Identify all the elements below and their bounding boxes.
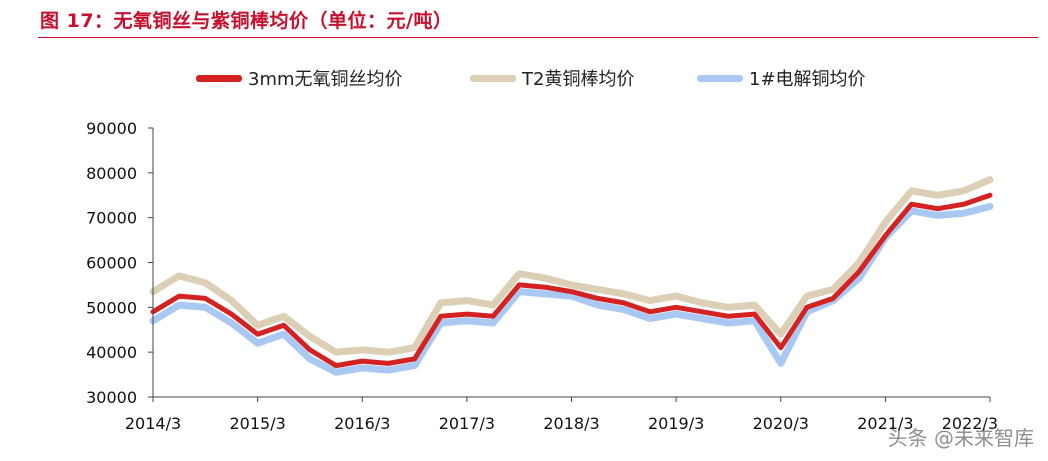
x-tick-label: 2020/3 — [753, 414, 809, 433]
y-tick-label: 60000 — [86, 254, 137, 273]
series-line-brass — [149, 176, 994, 356]
legend-label-wire: 3mm无氧铜丝均价 — [248, 69, 403, 90]
y-tick-label: 30000 — [86, 388, 137, 407]
title-underline — [38, 37, 1038, 38]
legend-swatch-brass — [470, 74, 516, 82]
legend-item-cathode: 1#电解铜均价 — [697, 66, 866, 90]
legend-label-cathode: 1#电解铜均价 — [749, 69, 866, 90]
x-tick-label: 2022/3 — [942, 414, 998, 433]
x-tick-label: 2019/3 — [648, 414, 704, 433]
legend-swatch-wire — [196, 74, 242, 82]
x-tick-label: 2015/3 — [229, 414, 285, 433]
legend-item-brass: T2黄铜棒均价 — [470, 66, 634, 90]
x-tick-label: 2021/3 — [857, 414, 913, 433]
series-line-wire — [150, 192, 993, 369]
series-line-cathode — [149, 203, 994, 376]
x-tick-label: 2017/3 — [439, 414, 495, 433]
legend-item-wire: 3mm无氧铜丝均价 — [196, 66, 403, 90]
series-layer — [149, 176, 994, 376]
y-tick-label: 90000 — [86, 119, 137, 138]
y-tick-label: 70000 — [86, 209, 137, 228]
y-tick-label: 50000 — [86, 298, 137, 317]
x-tick-label: 2018/3 — [543, 414, 599, 433]
chart-title: 图 17：无氧铜丝与紫铜棒均价（单位：元/吨） — [40, 10, 453, 32]
x-tick-label: 2014/3 — [125, 414, 181, 433]
watermark: 头条 @未来智库 — [887, 426, 1034, 450]
axes-layer: 90000 80000 70000 60000 50000 40000 30000 2014/… — [86, 119, 998, 433]
legend-swatch-cathode — [697, 74, 743, 82]
x-tick-label: 2016/3 — [334, 414, 390, 433]
legend-label-brass: T2黄铜棒均价 — [522, 69, 635, 90]
chart-legend: 3mm无氧铜丝均价 T2黄铜棒均价 1#电解铜均价 — [0, 66, 1048, 90]
y-tick-label: 80000 — [86, 164, 137, 183]
y-tick-label: 40000 — [86, 343, 137, 362]
